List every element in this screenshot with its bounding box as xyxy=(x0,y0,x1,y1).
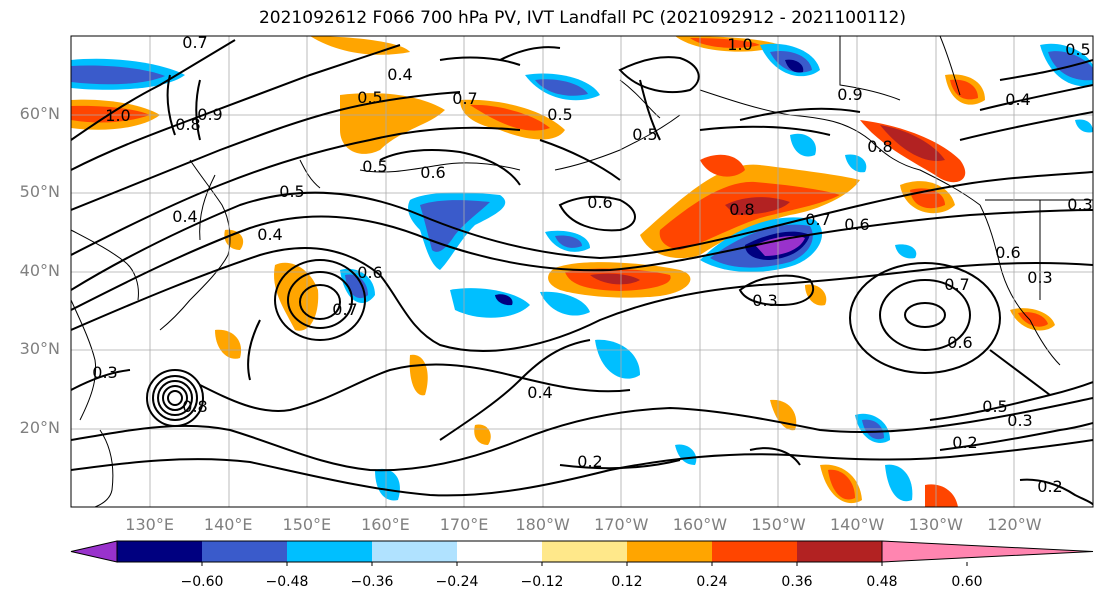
contour-label: 0.4 xyxy=(1005,90,1030,109)
contour-label: 0.6 xyxy=(420,163,445,182)
colorbar xyxy=(70,540,1094,566)
colorbar-extend-high xyxy=(881,540,1094,563)
ivt-contours xyxy=(71,39,1093,506)
colorbar-segment xyxy=(797,541,882,562)
contour-label: 0.5 xyxy=(362,157,387,176)
colorbar-tick-label: −0.60 xyxy=(180,574,224,590)
lat-label: 30°N xyxy=(19,339,60,358)
colorbar-tick-label: 0.36 xyxy=(781,574,813,590)
contour-label: 0.8 xyxy=(729,200,754,219)
colorbar-tick-label: 0.24 xyxy=(696,574,728,590)
contour-label: 0.7 xyxy=(332,300,357,319)
colorbar-frame xyxy=(116,540,883,563)
colorbar-segment xyxy=(542,541,627,562)
coastlines xyxy=(71,36,1093,507)
contour-label: 0.7 xyxy=(452,89,477,108)
colorbar-segment xyxy=(117,541,202,562)
contour-label: 1.0 xyxy=(105,106,130,125)
lon-label: 130°E xyxy=(125,515,174,534)
map-frame xyxy=(70,35,1094,508)
contour-label: 0.4 xyxy=(172,207,197,226)
contour-label: 0.7 xyxy=(182,33,207,52)
contour-label: 0.4 xyxy=(527,383,552,402)
contour-label: 0.5 xyxy=(279,182,304,201)
colorbar-segment xyxy=(202,541,287,562)
contour-label: 0.2 xyxy=(1037,477,1062,496)
lat-label: 60°N xyxy=(19,103,60,123)
lon-label: 170°W xyxy=(594,515,649,534)
contour-label: 0.3 xyxy=(1007,411,1032,430)
contour-label: 0.2 xyxy=(952,433,977,452)
lon-label: 150°E xyxy=(282,515,332,534)
contour-label: 0.2 xyxy=(577,452,602,471)
colorbar-extend-low xyxy=(70,540,118,563)
colorbar-segment xyxy=(627,541,712,562)
contour-label: 0.7 xyxy=(944,275,969,294)
lon-label: 170°E xyxy=(439,515,489,534)
colorbar-tick-label: 0.12 xyxy=(611,574,643,590)
lon-label: 120°W xyxy=(987,515,1042,534)
contour-label: 0.5 xyxy=(1065,40,1090,59)
contour-label: 0.8 xyxy=(175,115,200,134)
colorbar-tick-label: −0.48 xyxy=(265,574,309,590)
contour-labels: 0.71.0 0.80.90.40.5 0.70.50.60.50.40.50.60… xyxy=(92,33,1092,496)
lon-label: 150°W xyxy=(751,515,806,534)
contour-label: 0.6 xyxy=(947,333,972,352)
lon-label: 140°E xyxy=(203,515,253,534)
contour-label: 0.8 xyxy=(182,397,207,416)
lat-label: 50°N xyxy=(19,182,60,201)
contour-label: 0.6 xyxy=(587,193,612,212)
contour-label: 0.6 xyxy=(357,263,382,282)
contour-label: 0.3 xyxy=(752,291,777,310)
colorbar-segment xyxy=(457,541,542,562)
colorbar-tick-label: −0.36 xyxy=(350,574,394,590)
colorbar-tick-label: −0.24 xyxy=(435,574,479,590)
colorbar-segment xyxy=(712,541,797,562)
contour-label: 0.5 xyxy=(357,88,382,107)
lon-label: 130°W xyxy=(908,515,963,534)
contour-label: 0.5 xyxy=(547,105,572,124)
contour-label: 0.8 xyxy=(867,137,892,156)
contour-label: 0.4 xyxy=(257,225,282,244)
colorbar-tick-label: 0.60 xyxy=(951,574,983,590)
contour-label: 0.5 xyxy=(982,397,1007,416)
colorbar-tick-label: −0.12 xyxy=(520,574,564,590)
colorbar-tick-label: 0.48 xyxy=(866,574,898,590)
lon-label: 140°W xyxy=(829,515,885,534)
contour-label: 0.3 xyxy=(1027,268,1052,287)
contour-label: 0.5 xyxy=(632,125,657,144)
contour-label: 0.9 xyxy=(197,105,222,124)
lon-label: 160°W xyxy=(672,515,728,534)
contour-label: 0.3 xyxy=(92,363,117,382)
contour-label: 0.9 xyxy=(837,85,862,104)
lat-label: 40°N xyxy=(19,260,60,280)
contour-label: 0.6 xyxy=(844,215,869,234)
contour-label: 0.4 xyxy=(387,65,412,84)
contour-label: 0.7 xyxy=(805,210,830,229)
contour-label: 0.3 xyxy=(1067,195,1092,214)
map-title: 2021092612 F066 700 hPa PV, IVT Landfall… xyxy=(258,8,906,28)
lon-label: 180°W xyxy=(515,515,570,534)
contour-label: 1.0 xyxy=(727,35,752,54)
contour-label: 0.6 xyxy=(995,243,1020,262)
colorbar-segment xyxy=(287,541,372,562)
colorbar-segment xyxy=(372,541,457,562)
lon-label: 160°E xyxy=(361,515,410,534)
lat-label: 20°N xyxy=(19,417,60,437)
